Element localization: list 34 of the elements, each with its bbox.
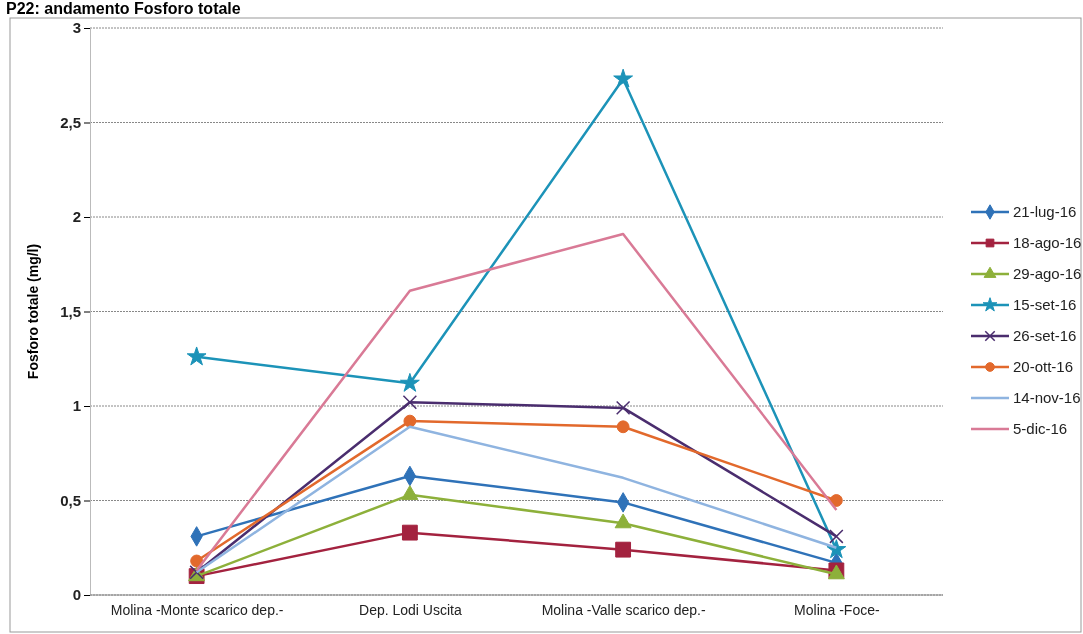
- point: [829, 494, 843, 507]
- legend-label: 26-set-16: [1013, 327, 1077, 344]
- legend-label: 29-ago-16: [1013, 265, 1082, 282]
- y-axis-title: Fosforo totale (mg/l): [25, 243, 41, 380]
- y-tick-label: 3: [72, 19, 81, 37]
- point: [399, 372, 420, 392]
- x-tick-label: Molina -Monte scarico dep.-: [110, 601, 284, 618]
- point: [616, 420, 630, 434]
- x-tick-label: Molina -Foce-: [794, 601, 880, 618]
- legend-label: 15-set-16: [1013, 296, 1077, 313]
- chart-title: P22: andamento Fosforo totale: [6, 0, 241, 17]
- point: [829, 529, 844, 544]
- point: [615, 541, 632, 558]
- legend-label: 20-ott-16: [1013, 358, 1074, 375]
- point: [401, 524, 418, 541]
- legend-label: 18-ago-16: [1013, 234, 1082, 251]
- y-tick-label: 0: [72, 586, 81, 604]
- y-tick-label: 1,5: [60, 302, 81, 320]
- point: [615, 400, 631, 416]
- y-tick-label: 2: [72, 208, 81, 226]
- y-tick-label: 0,5: [60, 491, 81, 509]
- y-tick-label: 2,5: [60, 113, 81, 131]
- legend-label: 21-lug-16: [1013, 203, 1077, 220]
- legend-label: 14-nov-16: [1013, 389, 1081, 406]
- legend-label: 5-dic-16: [1013, 420, 1068, 437]
- point: [403, 414, 417, 428]
- x-tick-label: Dep. Lodi Uscita: [359, 601, 462, 618]
- x-tick-label: Molina -Valle scarico dep.-: [541, 601, 706, 618]
- point: [190, 554, 204, 568]
- point: [402, 395, 418, 410]
- point: [826, 539, 847, 559]
- point: [186, 346, 207, 366]
- y-tick-label: 1: [72, 397, 81, 415]
- point: [613, 68, 634, 88]
